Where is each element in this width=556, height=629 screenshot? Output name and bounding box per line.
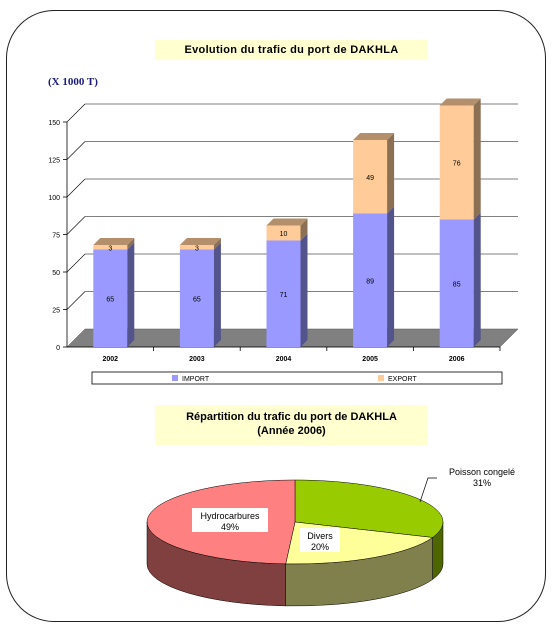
bar-chart-title: Evolution du trafic du port de DAKHLA [155, 40, 428, 60]
bar-side-import-2002 [127, 242, 135, 347]
pie-label-poisson-pct: 31% [473, 478, 491, 488]
bar-top-2003 [179, 238, 221, 245]
data-label-export-2002: 3 [108, 245, 112, 252]
bar-side-export-2006 [473, 98, 481, 220]
x-tick-label: 2002 [103, 356, 119, 363]
bar-import-2002 [93, 249, 128, 347]
pie-label-hydrocarbures-pct: 49% [221, 522, 239, 532]
pie-label-divers-pct: 20% [311, 542, 329, 552]
bar-top-2006 [439, 98, 481, 106]
pie-label-divers-box [300, 528, 340, 552]
bar-side-import-2004 [300, 233, 308, 347]
legend-label-import: IMPORT [182, 376, 210, 383]
gridline-diagonal [66, 291, 86, 310]
pie-label-poisson-box [438, 464, 526, 490]
bar-side-export-2005 [387, 133, 395, 214]
pie-slice-poisson-congelé [294, 479, 444, 538]
bar-top-2002 [93, 238, 135, 245]
bar-side-export-2002 [127, 238, 135, 250]
gridline-diagonal [66, 103, 86, 123]
leader-line-poisson [419, 477, 437, 503]
bar-top-2004 [266, 218, 308, 226]
data-label-export-2003: 3 [195, 245, 199, 252]
y-tick-label: 125 [48, 158, 60, 165]
y-tick-label: 150 [48, 120, 60, 127]
x-tick-label: 2003 [189, 356, 205, 363]
data-label-import-2002: 65 [106, 296, 114, 303]
pie-label-poisson-name: Poisson congelé [449, 467, 515, 477]
x-tick-label: 2004 [276, 356, 292, 363]
y-tick-label: 50 [52, 270, 60, 277]
bar-export-2005 [353, 140, 388, 214]
pie-chart-subtitle: (Année 2006) [257, 425, 326, 437]
bar-export-2006 [439, 105, 474, 220]
pie-label-hydrocarbures-name: Hydrocarbures [200, 511, 260, 521]
legend-swatch-export [378, 375, 384, 381]
bar-legend [91, 371, 503, 385]
bar-import-2006 [439, 219, 474, 347]
y-tick-label: 0 [56, 345, 60, 352]
x-tick-label: 2005 [362, 356, 378, 363]
gridline-diagonal [66, 141, 86, 160]
data-label-import-2003: 65 [193, 296, 201, 303]
pie-chart-title-box: Répartition du trafic du port de DAKHLA … [155, 405, 428, 445]
gridline-diagonal [66, 178, 86, 198]
bar-side-import-2003 [213, 242, 221, 347]
gridline-diagonal [66, 253, 86, 273]
bar-export-2003 [179, 245, 214, 250]
y-tick-label: 25 [52, 308, 60, 315]
data-label-import-2005: 89 [366, 278, 374, 285]
legend-label-export: EXPORT [388, 376, 417, 383]
y-tick-label: 75 [52, 233, 60, 240]
data-label-export-2004: 10 [280, 231, 288, 238]
bar-side-import-2005 [387, 206, 395, 347]
y-tick-label: 100 [48, 195, 60, 202]
bar-top-2005 [353, 133, 395, 140]
pie-label-hydrocarbures-box [192, 508, 268, 532]
bar-import-2004 [266, 240, 301, 347]
data-label-export-2006: 76 [453, 161, 461, 168]
data-label-import-2004: 71 [280, 292, 288, 299]
pie-label-divers-name: Divers [307, 531, 333, 541]
bar-side-export-2004 [300, 218, 308, 241]
legend-swatch-import [172, 375, 178, 381]
bar-side-import-2006 [473, 212, 481, 347]
bar-side-export-2003 [213, 238, 221, 250]
bar-export-2002 [93, 245, 128, 250]
x-tick-label: 2006 [449, 356, 465, 363]
data-label-export-2005: 49 [366, 175, 374, 182]
data-label-import-2006: 85 [453, 281, 461, 288]
gridline-diagonal [66, 216, 86, 235]
pie-chart-title: Répartition du trafic du port de DAKHLA [186, 411, 397, 423]
bar-import-2005 [353, 213, 388, 347]
bar-export-2004 [266, 225, 301, 241]
bar-import-2003 [179, 249, 214, 347]
bar-chart-unit-label: (X 1000 T) [48, 76, 98, 88]
